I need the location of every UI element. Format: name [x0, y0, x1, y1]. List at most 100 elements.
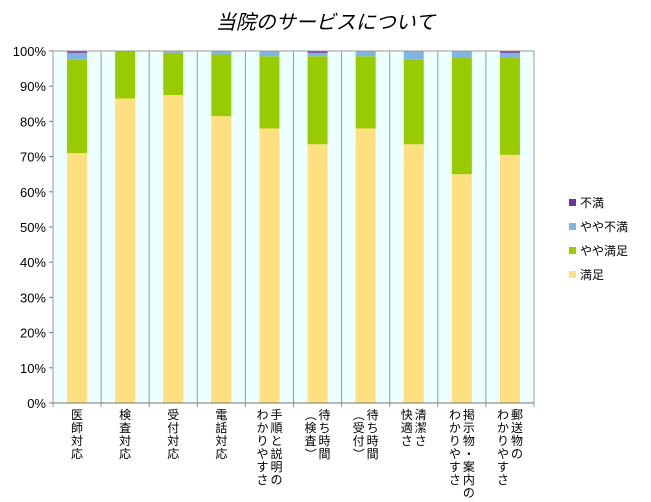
legend-swatch	[569, 223, 576, 230]
x-category-char: 手	[270, 408, 282, 422]
bar-segment-3-8	[403, 51, 424, 60]
x-category-char: さ	[401, 434, 413, 448]
bar-segment-1-6	[307, 144, 328, 403]
bar-segment-2-4	[211, 54, 232, 117]
legend-swatch	[569, 247, 576, 254]
legend-label: 不満	[580, 196, 604, 210]
x-category-char: わ	[256, 408, 268, 422]
bar-segment-3-6	[307, 52, 328, 57]
bar-segment-2-5	[259, 56, 280, 129]
x-category-char: 間	[319, 447, 331, 461]
x-category-char: 時	[319, 434, 331, 448]
x-category-char: 順	[270, 421, 282, 435]
bar-segment-4-1	[67, 51, 88, 53]
x-category-char: の	[511, 447, 523, 461]
x-category-char: か	[256, 421, 268, 435]
x-category-char: さ	[449, 473, 461, 487]
x-category-char: の	[463, 486, 475, 500]
y-tick-label: 70%	[20, 150, 46, 165]
x-category-char: 快	[401, 408, 413, 422]
x-category-char: り	[256, 434, 268, 448]
x-category-char: 応	[71, 447, 83, 461]
bar-segment-1-5	[259, 128, 280, 403]
bar-segment-3-5	[259, 51, 280, 57]
bar-segment-3-7	[355, 51, 376, 57]
x-category-char: 案	[463, 459, 475, 474]
x-axis: 医師対応検査対応受付対応電話対応手順と説明のわかりやすさ待ち時間（検査）待ち時間…	[52, 51, 535, 500]
x-category-char: 内	[463, 473, 475, 487]
x-category-char: ・	[463, 447, 475, 461]
bar-segment-2-6	[307, 56, 328, 145]
y-tick-label: 0%	[27, 396, 46, 411]
x-category-char: 応	[215, 447, 227, 461]
bar-segment-3-9	[451, 51, 472, 59]
legend-swatch	[569, 271, 576, 278]
y-tick-label: 50%	[20, 220, 46, 235]
x-category-char: す	[449, 460, 461, 474]
x-category-char: 間	[367, 447, 379, 461]
x-category-char: 物	[463, 434, 475, 448]
x-category-char: 郵	[511, 408, 523, 422]
bar-segment-1-10	[499, 154, 520, 403]
y-tick-label: 10%	[20, 361, 46, 376]
bar-segment-2-8	[403, 59, 424, 145]
bar-segment-2-10	[499, 58, 520, 155]
y-tick-label: 20%	[20, 326, 46, 341]
bar-segment-1-2	[115, 98, 136, 404]
x-category-char: さ	[256, 473, 268, 487]
y-tick-label: 90%	[20, 79, 46, 94]
bar-segment-3-4	[211, 51, 232, 55]
x-category-char: 適	[401, 420, 413, 435]
x-category-char: 応	[167, 447, 179, 461]
legend-label: やや不満	[580, 220, 628, 234]
x-category-char: 査	[305, 434, 317, 448]
x-category-char: か	[497, 421, 509, 435]
bar-segment-2-2	[115, 51, 136, 99]
x-category-char: 電	[215, 408, 227, 422]
y-axis: 0% 10% 20% 30% 40% 50% 60% 70% 80% 90% 100%	[13, 44, 54, 411]
bar-segment-1-1	[67, 153, 88, 403]
x-category-char: り	[449, 434, 461, 448]
x-category-char: ち	[367, 421, 379, 435]
x-category-char: 応	[119, 447, 131, 461]
x-category-char: 話	[215, 420, 227, 435]
legend-label: やや満足	[580, 244, 628, 258]
x-category-char: 受	[353, 421, 365, 435]
x-category-char: ）	[352, 448, 366, 460]
x-category-char: ）	[304, 448, 318, 460]
x-category-char: （	[304, 409, 318, 421]
x-category-char: と	[270, 434, 282, 448]
bar-segment-1-8	[403, 144, 424, 403]
x-category-char: ち	[319, 421, 331, 435]
x-category-char: 対	[71, 434, 83, 448]
x-category-char: 送	[511, 420, 523, 435]
x-category-char: 待	[367, 408, 379, 422]
bar-segment-3-10	[499, 52, 520, 59]
x-category-char: 対	[119, 434, 131, 448]
x-category-char: わ	[497, 408, 509, 422]
x-category-char: 時	[367, 434, 379, 448]
x-category-char: 受	[167, 408, 179, 422]
x-category-char: 潔	[415, 421, 427, 435]
bar-segment-2-7	[355, 56, 376, 129]
y-tick-label: 60%	[20, 185, 46, 200]
bar-segment-2-9	[451, 58, 472, 175]
x-category-char: す	[497, 460, 509, 474]
x-category-char: か	[449, 421, 461, 435]
x-category-char: 物	[511, 434, 523, 448]
x-category-char: 対	[215, 434, 227, 448]
x-category-char: や	[256, 447, 268, 461]
legend-swatch	[569, 199, 576, 206]
bar-segment-4-6	[307, 51, 328, 53]
x-category-char: 説	[270, 446, 282, 461]
bar-segment-1-4	[211, 116, 232, 404]
